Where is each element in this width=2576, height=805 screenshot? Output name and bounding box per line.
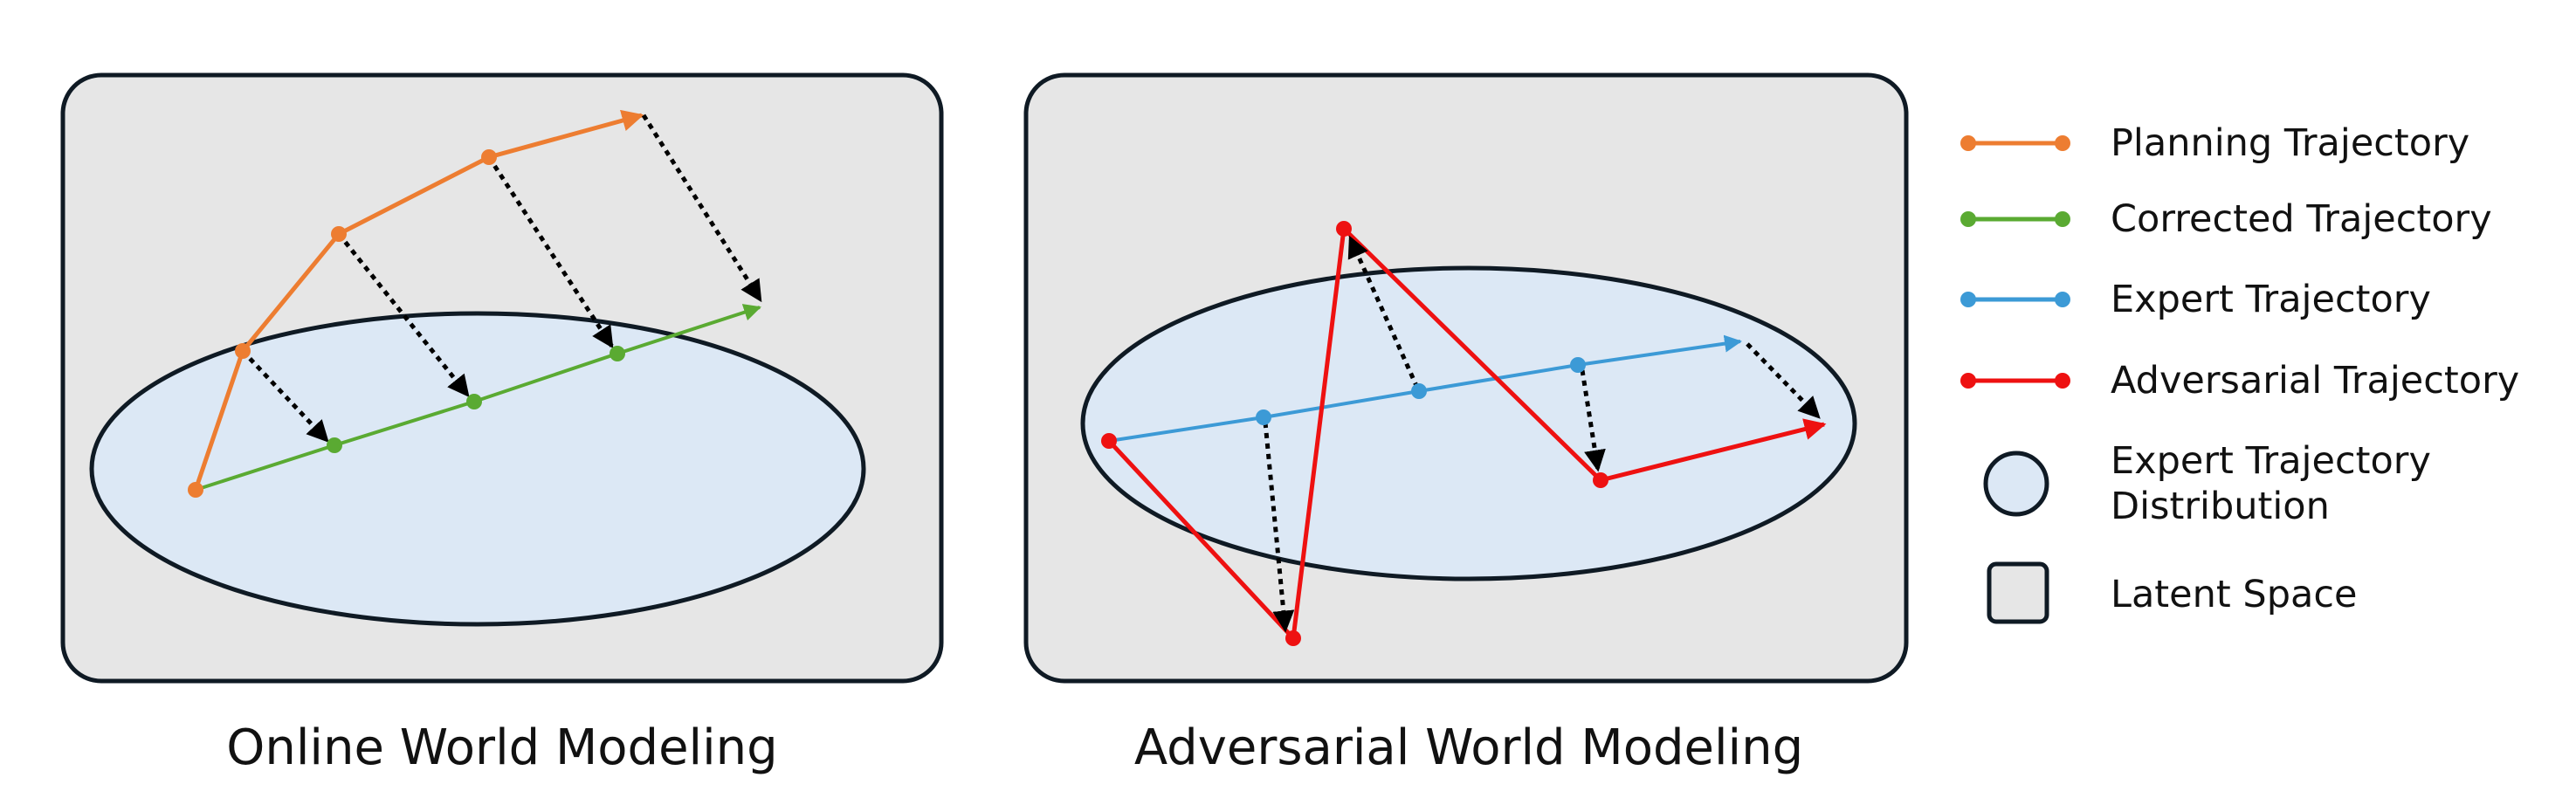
expert-distribution-ellipse (1080, 265, 1857, 581)
legend-label: Corrected Trajectory (2111, 197, 2492, 241)
legend: Planning Trajectory Corrected Trajectory… (1960, 121, 2519, 624)
legend-item-adversarial-trajectory: Adversarial Trajectory (1960, 359, 2519, 402)
planning-point (235, 343, 251, 359)
legend-label: Adversarial Trajectory (2111, 359, 2519, 402)
adversarial-point (1593, 472, 1608, 488)
legend-label: Planning Trajectory (2111, 121, 2469, 165)
correction-arrow (1263, 422, 1295, 633)
expert-distribution-ellipse (89, 311, 866, 627)
correction-arrow (337, 232, 470, 397)
legend-item-planning-trajectory: Planning Trajectory (1960, 121, 2469, 165)
legend-label: Expert Trajectory (2111, 278, 2431, 321)
planning-point (331, 226, 347, 242)
legend-item-latent-space: Latent Space (1987, 561, 2357, 624)
legend-item-corrected-trajectory: Corrected Trajectory (1960, 197, 2492, 241)
legend-item-expert-distribution: Expert Trajectory Distribution (1983, 439, 2431, 528)
corrected-point (610, 346, 625, 361)
expert-point (1570, 357, 1586, 373)
adversarial-trajectory-legend-icon (1960, 373, 1976, 389)
corrected-trajectory-legend-icon (1960, 211, 1976, 227)
panel-caption: Adversarial World Modeling (1134, 719, 1803, 776)
square-icon (1987, 561, 2049, 624)
correction-arrow (1347, 235, 1420, 389)
panel-adversarial-world-modeling: Adversarial World Modeling (1023, 72, 1909, 776)
planning-point (188, 482, 203, 498)
expert-point (1256, 409, 1271, 425)
panel-online-world-modeling: Online World Modeling (60, 72, 944, 776)
legend-label-line2: Distribution (2111, 485, 2330, 528)
adversarial-point (1101, 433, 1117, 449)
legend-label: Latent Space (2111, 573, 2357, 616)
planning-trajectory-legend-icon (1960, 135, 1976, 151)
expert-trajectory-legend-icon (1960, 292, 1976, 307)
circle-icon (1983, 451, 2049, 517)
legend-label: Expert Trajectory (2111, 439, 2431, 483)
expert-point (1411, 383, 1427, 399)
adversarial-point (1285, 630, 1301, 646)
expert-trajectory-legend-icon (2055, 292, 2070, 307)
correction-arrow (1580, 369, 1606, 472)
corrected-point (327, 437, 342, 453)
adversarial-point (1336, 221, 1352, 237)
correction-arrow (1746, 342, 1821, 419)
adversarial-trajectory-legend-icon (2055, 373, 2070, 389)
panel-caption: Online World Modeling (226, 719, 777, 776)
corrected-trajectory-legend-icon (2055, 211, 2070, 227)
planning-trajectory-legend-icon (2055, 135, 2070, 151)
correction-arrow (641, 114, 763, 303)
corrected-point (466, 394, 482, 409)
legend-item-expert-trajectory: Expert Trajectory (1960, 278, 2431, 321)
planning-point (481, 149, 497, 165)
